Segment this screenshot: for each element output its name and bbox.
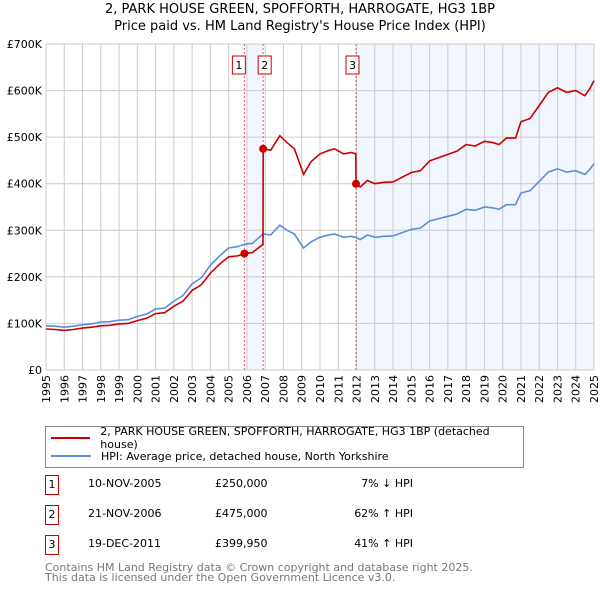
x-tick-label: 2002 [168, 375, 181, 403]
x-tick-label: 2021 [515, 375, 528, 403]
x-tick-label: 2013 [369, 375, 382, 403]
x-tick-label: 2020 [497, 375, 510, 403]
x-tick-label: 2009 [296, 375, 309, 403]
x-tick-label: 2017 [442, 375, 455, 403]
x-tick-label: 1996 [58, 375, 71, 403]
sale-row: 1 10-NOV-2005 £250,000 7% ↓ HPI [45, 475, 445, 497]
x-tick-label: 1995 [40, 375, 53, 403]
sale-date: 19-DEC-2011 [88, 537, 162, 550]
x-tick-label: 2019 [478, 375, 491, 403]
property-price-line [45, 80, 595, 332]
legend-item-hpi: HPI: Average price, detached house, Nort… [46, 447, 389, 465]
x-tick-label: 2007 [259, 375, 272, 403]
legend-label: 2, PARK HOUSE GREEN, SPOFFORTH, HARROGAT… [100, 425, 490, 451]
sale-label: 2 [261, 59, 268, 72]
shaded-period [244, 44, 264, 370]
legend-swatch-blue [51, 455, 91, 457]
y-tick-label: £0 [28, 364, 42, 377]
sale-marker-box: 1 [45, 475, 59, 495]
sale-label-box [345, 55, 360, 75]
sale-label: 3 [349, 59, 356, 72]
x-tick-label: 2004 [204, 375, 217, 403]
sale-label-box [257, 55, 272, 75]
sale-hpi-diff: 62% ↑ HPI [354, 507, 413, 520]
legend: 2, PARK HOUSE GREEN, SPOFFORTH, HARROGAT… [45, 425, 524, 468]
y-tick-label: £700K [7, 38, 43, 51]
x-tick-label: 1998 [95, 375, 108, 403]
sale-marker-box: 2 [45, 505, 59, 525]
x-tick-label: 2024 [570, 375, 583, 403]
x-tick-label: 2025 [588, 375, 600, 403]
sale-price: £475,000 [215, 507, 268, 520]
sale-row: 3 19-DEC-2011 £399,950 41% ↑ HPI [45, 535, 445, 557]
legend-label: HPI: Average price, detached house, Nort… [101, 449, 389, 463]
x-tick-label: 2000 [131, 375, 144, 403]
x-tick-label: 1999 [113, 375, 126, 403]
shaded-period [355, 44, 594, 370]
x-tick-label: 2015 [405, 375, 418, 403]
sale-point [351, 179, 360, 188]
x-tick-label: 2012 [351, 375, 364, 403]
x-tick-label: 2005 [223, 375, 236, 403]
legend-swatch-red [51, 437, 91, 439]
sale-point [259, 144, 268, 153]
sale-marker-box: 3 [45, 535, 59, 555]
x-tick-label: 2011 [332, 375, 345, 403]
y-tick-label: £200K [7, 271, 43, 284]
chart-subtitle: Price paid vs. HM Land Registry's House … [114, 19, 486, 34]
sale-hpi-diff: 41% ↑ HPI [354, 537, 413, 550]
sale-date: 10-NOV-2005 [88, 477, 162, 490]
x-tick-label: 1997 [77, 375, 90, 403]
x-tick-label: 2014 [387, 375, 400, 403]
x-tick-label: 2010 [314, 375, 327, 403]
sale-date: 21-NOV-2006 [88, 507, 162, 520]
y-tick-label: £100K [7, 317, 43, 330]
y-tick-label: £600K [7, 85, 43, 98]
price-chart: 1995 1996 1997 1998 1999 2000 2001 2002 2003 2004… [7, 38, 600, 403]
footer-licence: This data is licensed under the Open Gov… [45, 571, 396, 584]
x-tick-label: 2016 [424, 375, 437, 403]
y-tick-label: £400K [7, 178, 43, 191]
hpi-line [45, 163, 595, 329]
x-tick-label: 2023 [551, 375, 564, 403]
sale-label: 1 [235, 59, 242, 72]
sale-point [240, 249, 249, 258]
chart-title: 2, PARK HOUSE GREEN, SPOFFORTH, HARROGAT… [105, 2, 495, 17]
sale-row: 2 21-NOV-2006 £475,000 62% ↑ HPI [45, 505, 445, 527]
legend-item-property: 2, PARK HOUSE GREEN, SPOFFORTH, HARROGAT… [46, 425, 523, 451]
x-tick-label: 2022 [533, 375, 546, 403]
x-tick-label: 2006 [241, 375, 254, 403]
sale-price: £250,000 [215, 477, 268, 490]
x-tick-label: 2008 [277, 375, 290, 403]
x-tick-label: 2018 [460, 375, 473, 403]
sale-label-box [231, 55, 246, 75]
x-tick-label: 2001 [150, 375, 163, 403]
footer-copyright: Contains HM Land Registry data © Crown c… [45, 561, 473, 574]
x-tick-label: 2003 [186, 375, 199, 403]
sale-hpi-diff: 7% ↓ HPI [361, 477, 413, 490]
y-tick-label: £500K [7, 131, 43, 144]
y-tick-label: £300K [7, 224, 43, 237]
sale-price: £399,950 [215, 537, 268, 550]
